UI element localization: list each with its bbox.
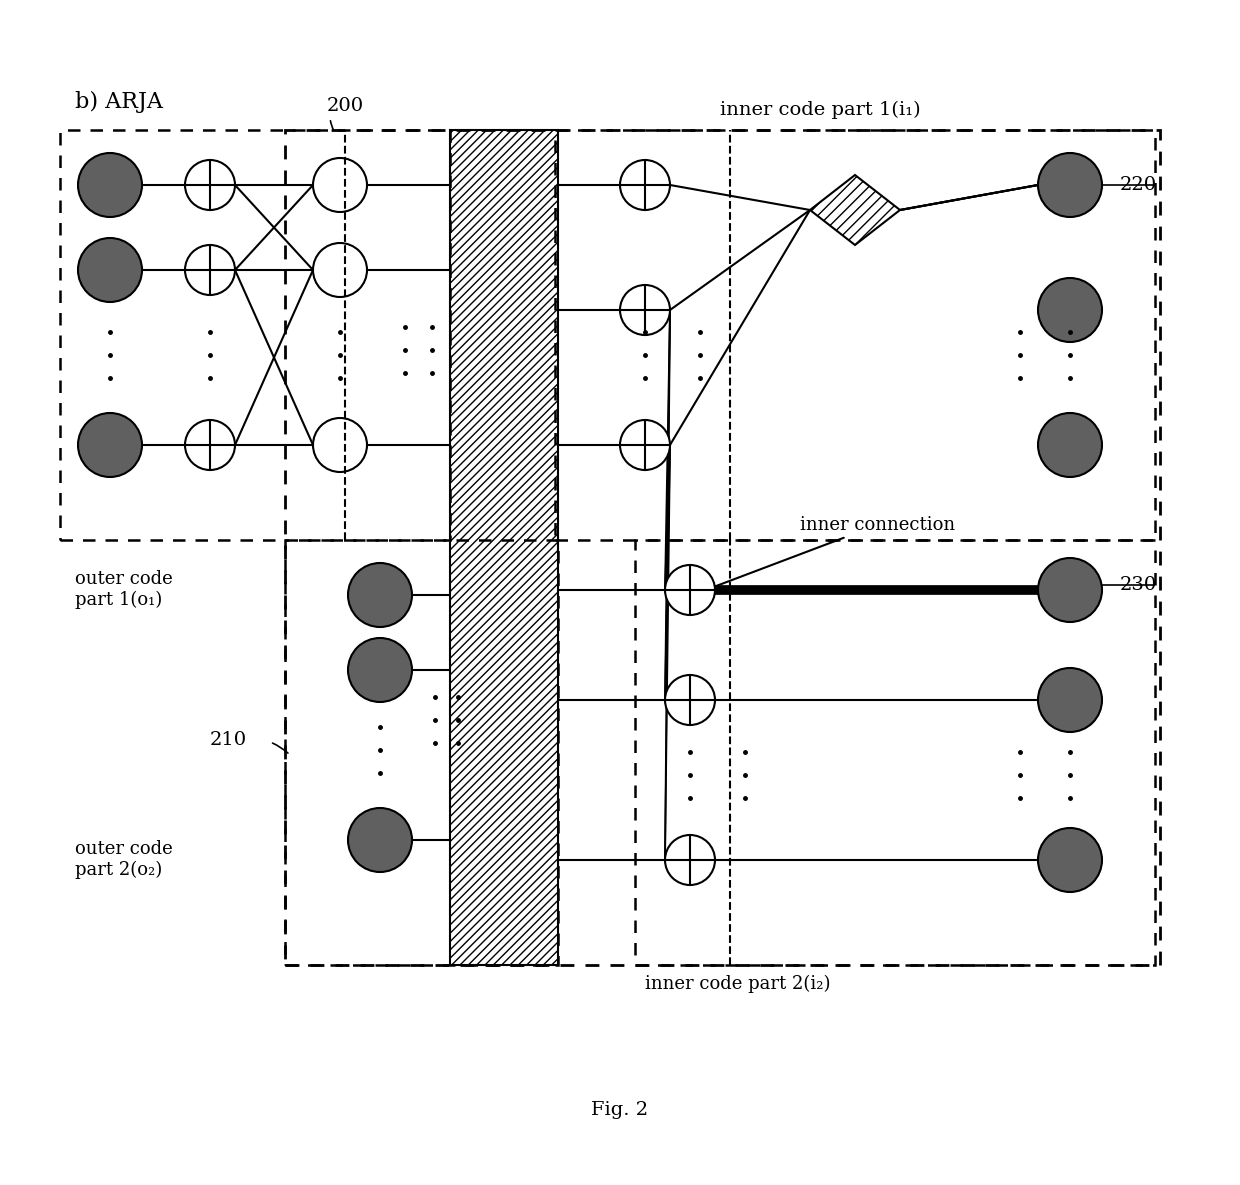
Text: inner connection: inner connection — [699, 515, 955, 592]
Circle shape — [185, 245, 236, 295]
Circle shape — [1038, 668, 1102, 732]
Bar — [60, 130, 450, 540]
Circle shape — [1038, 153, 1102, 217]
Circle shape — [78, 153, 143, 217]
Text: 210: 210 — [210, 731, 247, 749]
Circle shape — [312, 243, 367, 297]
Circle shape — [78, 414, 143, 478]
Text: 220: 220 — [1120, 177, 1157, 194]
Bar — [556, 130, 1154, 540]
Text: inner code part 1(i₁): inner code part 1(i₁) — [720, 101, 920, 120]
Circle shape — [185, 419, 236, 470]
Circle shape — [78, 238, 143, 302]
Text: outer code
part 1(o₁): outer code part 1(o₁) — [74, 570, 172, 609]
Text: 200: 200 — [326, 97, 363, 115]
Bar — [285, 540, 558, 965]
Text: inner code part 2(i₂): inner code part 2(i₂) — [645, 975, 831, 993]
Circle shape — [1038, 828, 1102, 892]
Circle shape — [348, 638, 412, 702]
Text: b) ARJA: b) ARJA — [74, 91, 162, 113]
Circle shape — [665, 835, 715, 885]
Circle shape — [348, 563, 412, 627]
Circle shape — [620, 419, 670, 470]
Text: Fig. 2: Fig. 2 — [591, 1101, 649, 1119]
Circle shape — [665, 675, 715, 725]
Circle shape — [620, 286, 670, 335]
Circle shape — [348, 808, 412, 872]
Text: 230: 230 — [1120, 576, 1157, 594]
Text: outer code
part 2(o₂): outer code part 2(o₂) — [74, 840, 172, 879]
Circle shape — [665, 565, 715, 615]
Bar — [450, 130, 558, 965]
Circle shape — [1038, 558, 1102, 622]
Bar — [285, 130, 1159, 965]
Polygon shape — [810, 175, 900, 245]
Circle shape — [312, 158, 367, 212]
Bar — [635, 540, 1154, 965]
Circle shape — [620, 160, 670, 210]
Circle shape — [185, 160, 236, 210]
Circle shape — [312, 418, 367, 472]
Circle shape — [1038, 414, 1102, 478]
Circle shape — [1038, 278, 1102, 342]
